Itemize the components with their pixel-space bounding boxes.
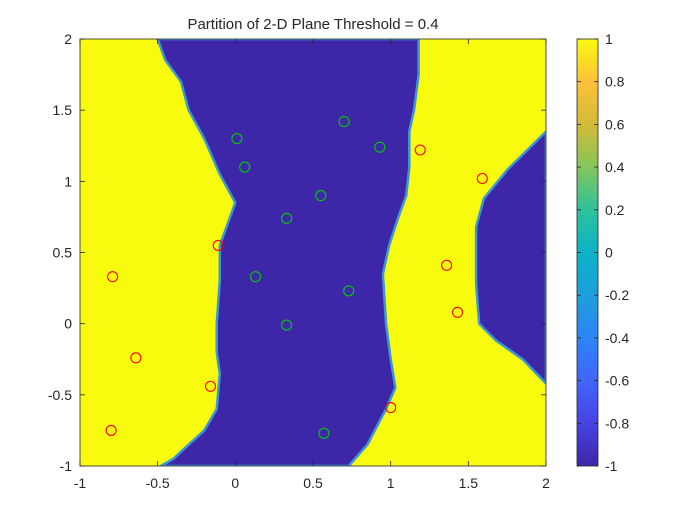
red-point bbox=[105, 424, 117, 436]
x-tick-label: 1 bbox=[387, 475, 395, 491]
chart-title: Partition of 2-D Plane Threshold = 0.4 bbox=[187, 16, 438, 33]
green-point bbox=[338, 116, 350, 128]
green-point bbox=[343, 285, 355, 297]
green-point bbox=[281, 212, 293, 224]
colorbar-tick-label: 0.6 bbox=[605, 116, 625, 132]
red-point bbox=[451, 306, 464, 318]
green-point bbox=[249, 271, 262, 283]
y-tick-label: -1 bbox=[60, 458, 73, 474]
y-tick-label: 1.5 bbox=[53, 102, 73, 118]
colorbar-gradient bbox=[577, 39, 598, 466]
x-tick-label: -0.5 bbox=[146, 475, 170, 491]
colorbar-tick-label: -0.2 bbox=[605, 287, 629, 303]
y-tick-label: -0.5 bbox=[48, 387, 72, 403]
colorbar-tick-label: 0.4 bbox=[605, 159, 625, 175]
low-region-2 bbox=[474, 130, 546, 385]
red-point bbox=[385, 402, 397, 414]
colorbar-tick-label: -1 bbox=[605, 458, 618, 474]
green-point bbox=[374, 141, 386, 153]
x-tick-label: 0.5 bbox=[303, 475, 323, 491]
y-tick-label: 0 bbox=[64, 316, 72, 332]
red-point bbox=[212, 239, 224, 251]
colorbar-tick-label: -0.6 bbox=[605, 373, 629, 389]
green-point bbox=[281, 319, 293, 331]
red-point bbox=[130, 352, 142, 364]
red-point bbox=[414, 144, 426, 156]
colorbar: -1 -0.8 -0.6 -0.4 -0.2 0 0.2 0.4 0.6 0.8 1 bbox=[576, 31, 629, 474]
y-tick-label: 2 bbox=[64, 31, 72, 47]
colorbar-tick-label: 0.8 bbox=[605, 74, 625, 90]
green-point bbox=[315, 190, 327, 202]
plot-area bbox=[80, 39, 546, 466]
red-point bbox=[476, 172, 488, 185]
x-tick-label: 0 bbox=[231, 475, 239, 491]
red-point bbox=[107, 271, 119, 283]
x-tick-label: -1 bbox=[74, 475, 87, 491]
colorbar-tick-label: 1 bbox=[605, 31, 613, 47]
colorbar-tick-label: -0.4 bbox=[605, 330, 629, 346]
x-tick-label: 1.5 bbox=[459, 475, 479, 491]
green-point bbox=[239, 161, 251, 173]
y-tick-label: 1 bbox=[64, 173, 72, 189]
green-point bbox=[231, 133, 243, 145]
x-tick-label: 2 bbox=[542, 475, 550, 491]
colorbar-tick-label: 0 bbox=[605, 245, 613, 261]
green-point bbox=[318, 427, 330, 439]
y-tick-label: 0.5 bbox=[53, 245, 73, 261]
x-axis: -1 -0.5 0 0.5 1 1.5 2 bbox=[74, 39, 550, 491]
colorbar-tick-label: 0.2 bbox=[605, 202, 625, 218]
red-point bbox=[441, 259, 453, 271]
y-axis: -1 -0.5 0 0.5 1 1.5 2 bbox=[48, 31, 546, 474]
low-region-1 bbox=[156, 39, 420, 466]
red-point bbox=[204, 380, 217, 392]
colorbar-tick-label: -0.8 bbox=[605, 415, 629, 431]
